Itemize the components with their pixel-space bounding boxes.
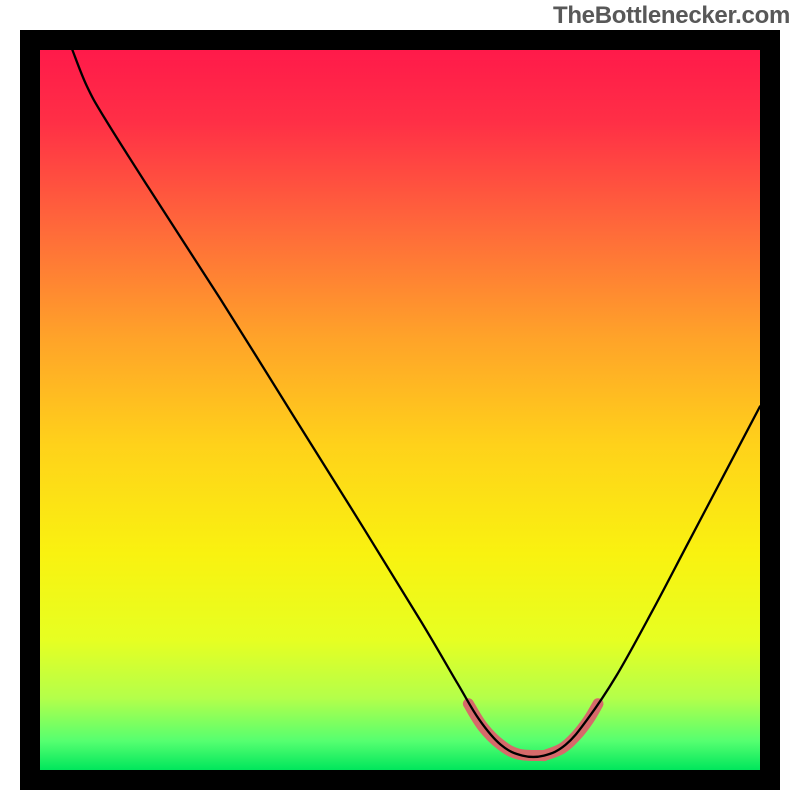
plot-background-gradient — [40, 50, 760, 770]
bottleneck-chart — [0, 0, 800, 800]
watermark-text: TheBottlenecker.com — [553, 2, 790, 30]
chart-container: { "watermark": { "text": "TheBottlenecke… — [0, 0, 800, 800]
